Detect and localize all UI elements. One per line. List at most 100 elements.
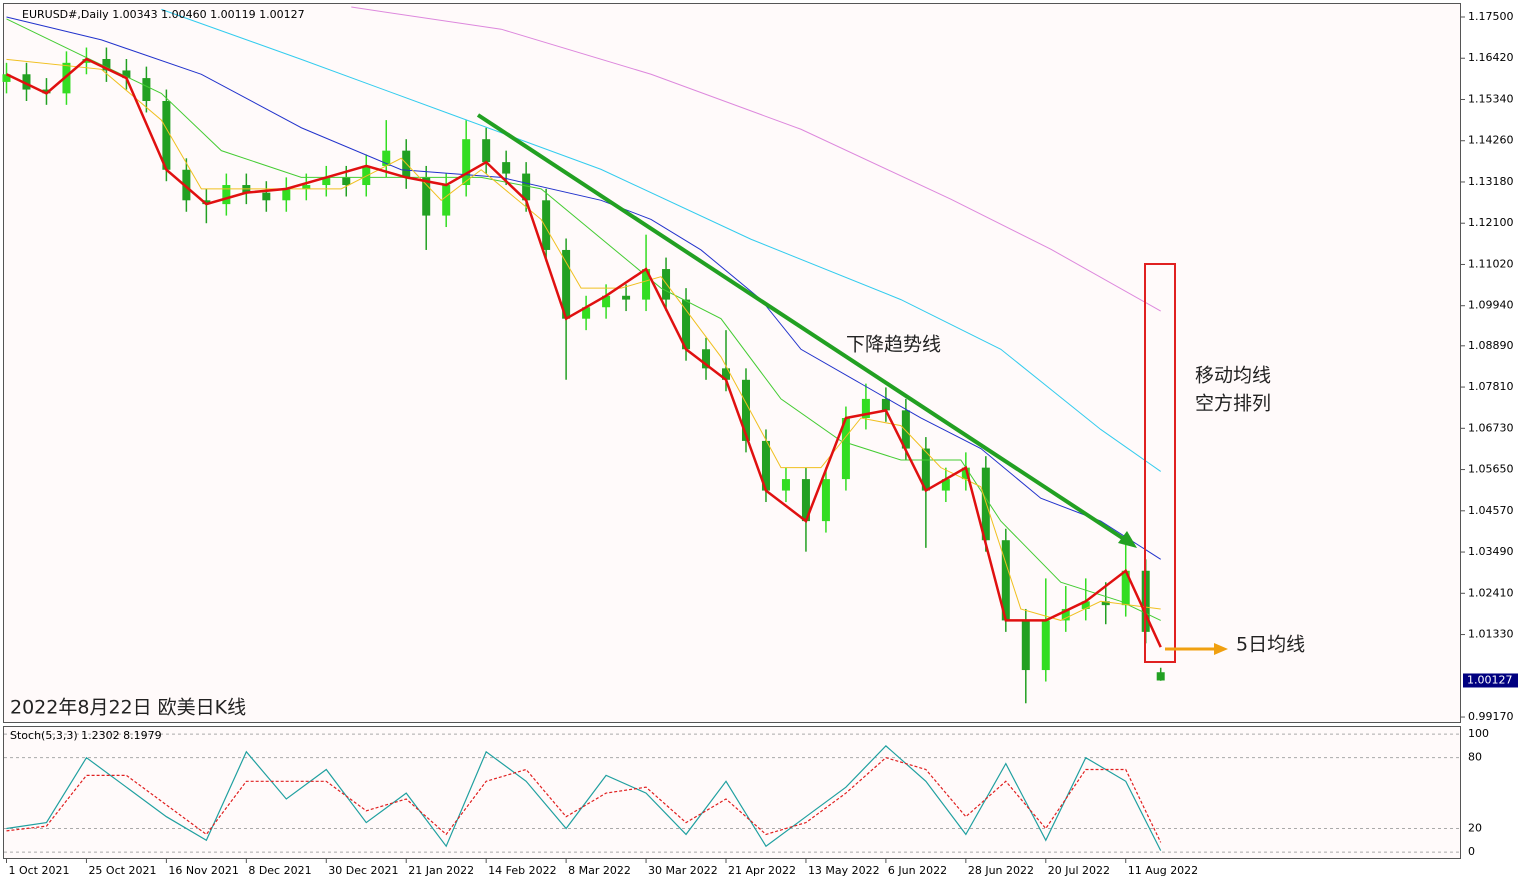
candle-body [801,479,810,522]
candle-body [282,188,291,201]
candle-body [921,448,930,491]
x-tick-label: 30 Dec 2021 [328,864,398,877]
candle-body [881,398,890,411]
candle-body [162,101,171,170]
x-tick-label: 30 Mar 2022 [648,864,718,877]
candle-body [422,177,431,216]
x-tick-label: 16 Nov 2021 [168,864,238,877]
y-tick-label: 20 [1468,821,1482,834]
candle-body [122,70,131,79]
candle-body [202,200,211,205]
last-price-label: 1.00127 [1467,673,1513,686]
candle-body [1101,601,1110,606]
x-tick-label: 11 Aug 2022 [1128,864,1198,877]
candle-body [861,398,870,418]
y-tick-label: 1.11020 [1468,257,1514,270]
candle-body [302,185,311,189]
candle-body [182,169,191,201]
trend-arrow [1118,531,1137,548]
candle-body [941,479,950,491]
highlight-box [1144,263,1176,663]
candle-body [62,62,71,94]
candle-body [1041,620,1050,671]
indicator-title: Stoch(5,3,3) 1.2302 8.1979 [10,729,162,742]
candle-body [702,349,711,369]
candle-body [542,200,551,250]
y-tick-label: 0 [1468,845,1475,858]
y-tick-label: 1.02410 [1468,586,1514,599]
y-tick-label: 1.01330 [1468,628,1514,641]
x-tick-label: 25 Oct 2021 [88,864,156,877]
candle-body [1121,570,1130,606]
candle-body [1081,601,1090,609]
chart-title: EURUSD#,Daily 1.00343 1.00460 1.00119 1.… [22,8,305,21]
candle-body [981,467,990,541]
y-tick-label: 1.15340 [1468,92,1514,105]
candle-body [662,269,671,300]
candle-body [1061,608,1070,621]
last-price-box [1463,673,1518,688]
annotation: 空方排列 [1195,393,1271,415]
annotation: 下降趋势线 [846,334,941,356]
y-tick-label: 1.16420 [1468,51,1514,64]
y-tick-label: 1.12100 [1468,216,1514,229]
y-tick-label: 1.13180 [1468,175,1514,188]
candle-body [482,139,491,163]
candle-body [22,74,31,90]
trend-line [476,113,1132,545]
annotation: 移动均线 [1195,365,1271,387]
x-tick-label: 6 Jun 2022 [888,864,947,877]
y-tick-label: 1.04570 [1468,504,1514,517]
candle-body [562,249,571,319]
caption: 2022年8月22日 欧美日K线 [10,697,246,719]
candle-body [42,89,51,94]
moving-average [351,6,1161,312]
x-tick-label: 28 Jun 2022 [968,864,1034,877]
y-tick-label: 1.08890 [1468,339,1514,352]
candle-body [462,139,471,186]
y-tick-label: 1.06730 [1468,421,1514,434]
y-tick-label: 1.09940 [1468,299,1514,312]
candle-body [322,177,331,186]
y-tick-label: 0.99170 [1468,710,1514,723]
pointer-arrow-head [1214,643,1228,655]
candle-body [781,479,790,491]
candle-body [222,185,231,205]
annotation: 5日均线 [1236,634,1305,656]
y-tick-label: 80 [1468,751,1482,764]
candle-body [622,295,631,300]
y-tick-label: 1.17500 [1468,10,1514,23]
moving-average [6,18,1161,621]
candle-body [1156,672,1165,681]
candle-body [142,78,151,102]
candle-body [642,269,651,300]
candle-body [682,299,691,350]
candle-body [342,177,351,186]
candle-body [1021,620,1030,671]
candle-body [102,58,111,71]
x-tick-label: 21 Apr 2022 [728,864,796,877]
moving-average [5,57,1162,648]
x-tick-label: 13 May 2022 [808,864,880,877]
candle-body [522,173,531,201]
candle-body [1001,540,1010,621]
candle-body [821,479,830,522]
candle-body [722,368,731,380]
y-tick-label: 1.03490 [1468,545,1514,558]
candle-body [602,295,611,308]
y-tick-label: 1.14260 [1468,134,1514,147]
x-tick-label: 20 Jul 2022 [1048,864,1110,877]
candle-body [761,440,770,491]
x-tick-label: 14 Feb 2022 [488,864,556,877]
stoch-pane [3,726,1461,859]
candle-body [582,307,591,319]
candle-body [901,410,910,449]
stoch-line [6,745,1162,851]
candle-body [841,417,850,480]
candle-body [961,467,970,480]
candle-body [82,58,91,63]
price-pane [3,3,1461,723]
y-tick-label: 100 [1468,727,1489,740]
stoch-line [6,757,1162,843]
